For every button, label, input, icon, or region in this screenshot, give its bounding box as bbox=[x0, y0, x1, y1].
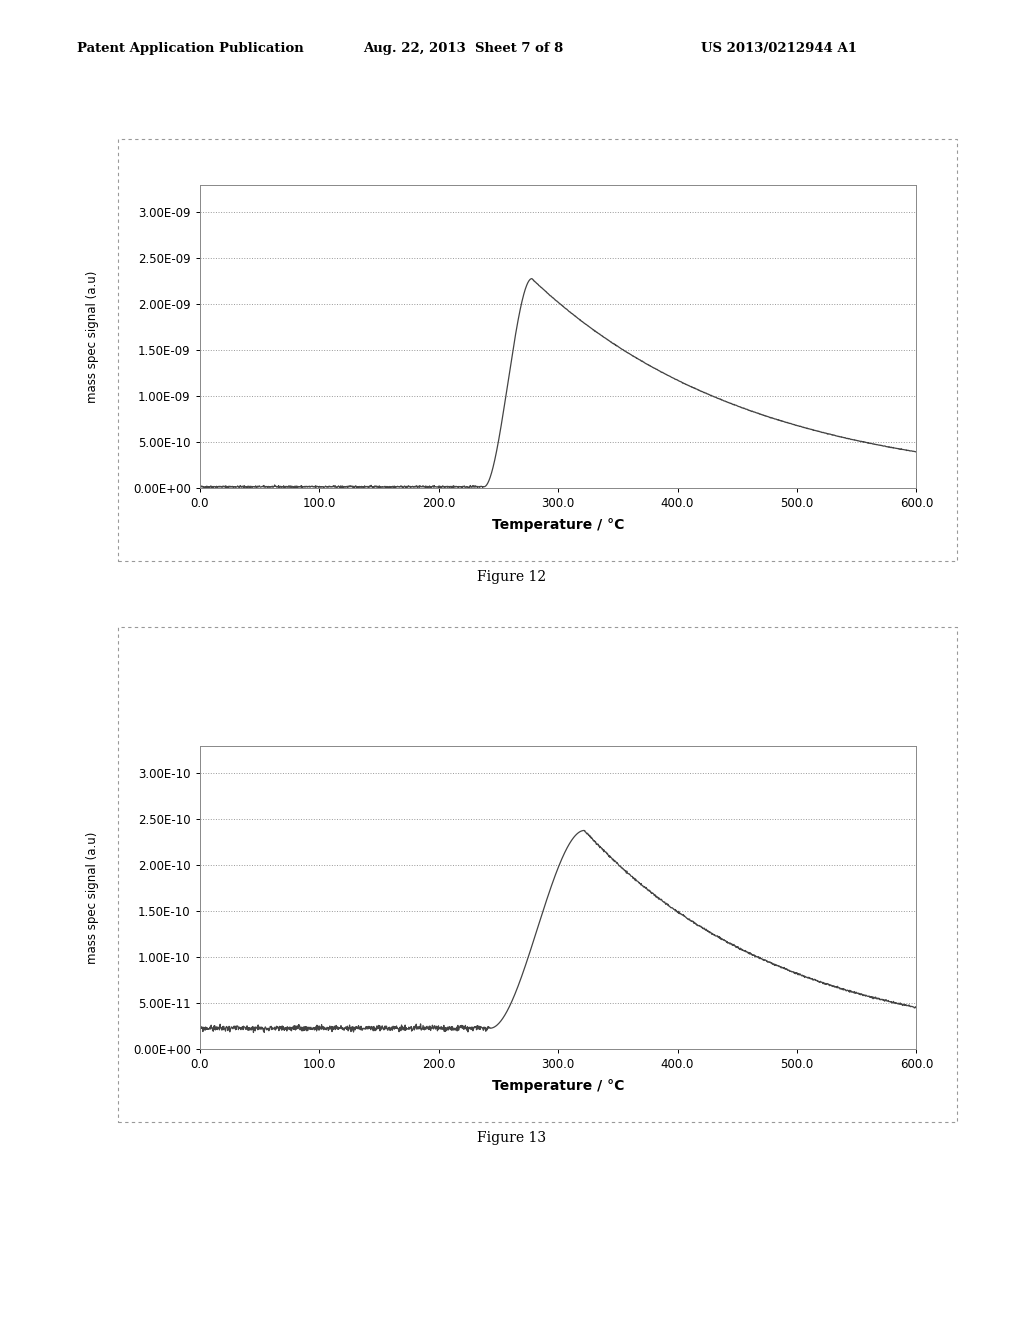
Text: Patent Application Publication: Patent Application Publication bbox=[77, 42, 303, 55]
X-axis label: Temperature / °C: Temperature / °C bbox=[492, 1078, 625, 1093]
Y-axis label: mass spec signal (a.u): mass spec signal (a.u) bbox=[86, 271, 99, 403]
Text: US 2013/0212944 A1: US 2013/0212944 A1 bbox=[701, 42, 857, 55]
Text: Figure 12: Figure 12 bbox=[477, 570, 547, 583]
X-axis label: Temperature / °C: Temperature / °C bbox=[492, 517, 625, 532]
Text: Figure 13: Figure 13 bbox=[477, 1131, 547, 1144]
Text: Aug. 22, 2013  Sheet 7 of 8: Aug. 22, 2013 Sheet 7 of 8 bbox=[364, 42, 564, 55]
Y-axis label: mass spec signal (a.u): mass spec signal (a.u) bbox=[86, 832, 99, 964]
